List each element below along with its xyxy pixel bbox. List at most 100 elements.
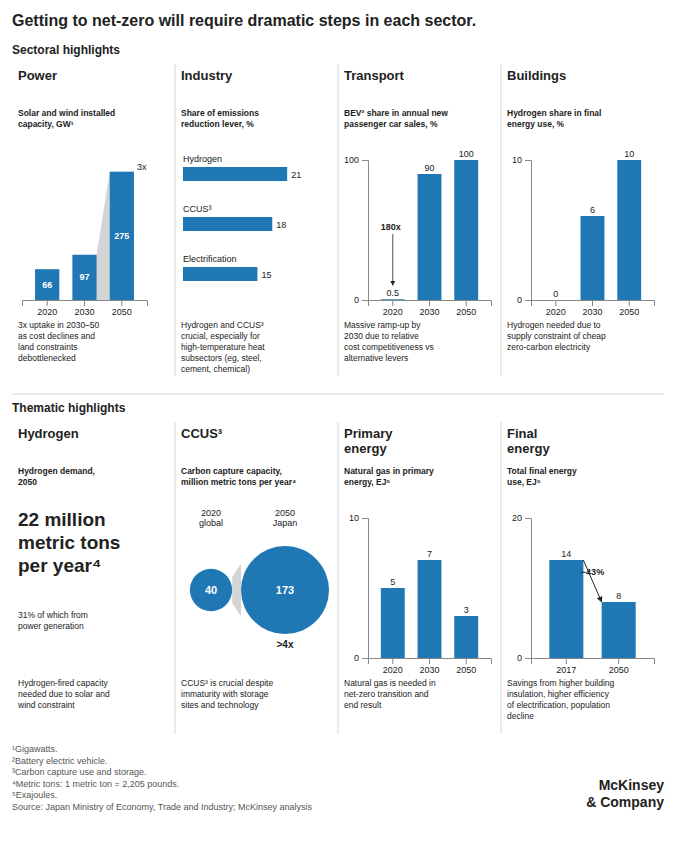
text-line: Getting to net-zero will require dramati… (12, 12, 476, 29)
text-line: Industry (181, 68, 233, 83)
divider (501, 64, 502, 376)
tick-label: 2020 (546, 307, 566, 317)
tick: 20 (512, 513, 531, 523)
panel-note: Hydrogen needed due tosupply constraint … (507, 320, 606, 352)
bubble (190, 569, 232, 611)
funnel (97, 172, 110, 300)
text-line: energy (507, 441, 550, 456)
text-line: Solar and wind installed (18, 108, 115, 118)
axis-line (369, 659, 492, 665)
data-label: 0 (553, 289, 558, 299)
panel-note: Savings from higher buildinginsulation, … (507, 678, 615, 721)
panel: BuildingsHydrogen share in finalenergy u… (507, 68, 655, 352)
tick-label: 0 (517, 653, 522, 663)
bar (183, 167, 287, 181)
tick: 2030 (419, 300, 439, 317)
panel-title: Hydrogen (18, 426, 79, 441)
tick: 0 (354, 653, 368, 663)
annotation: 180x (381, 222, 401, 232)
tick-label: 2020 (383, 307, 403, 317)
text-line: passenger car sales, % (344, 119, 438, 129)
text-line: as cost declines and (18, 331, 95, 341)
data-label: 97 (79, 272, 89, 282)
panel-note: Hydrogen-fired capacityneeded due to sol… (17, 678, 110, 710)
bar (381, 299, 405, 300)
bar (581, 216, 605, 300)
panel-subtitle: Solar and wind installedcapacity, GW¹ (18, 108, 115, 129)
text-line: power generation (18, 621, 84, 631)
text-line: Buildings (507, 68, 566, 83)
data-label: 5 (390, 577, 395, 587)
logo: McKinsey (599, 777, 665, 793)
bar (418, 174, 442, 300)
tick-mark (466, 658, 467, 664)
axis-line (525, 519, 532, 659)
bar (72, 255, 96, 300)
text-line: Carbon capture capacity, (181, 466, 282, 476)
text-line: zero-carbon electricity (507, 342, 591, 352)
text-line: ³Carbon capture use and storage. (12, 767, 147, 777)
logo: & Company (586, 794, 664, 810)
tick: 2017 (556, 658, 576, 675)
tick-label: 20 (512, 513, 522, 523)
tick-label: 10 (512, 155, 522, 165)
tick: 0 (354, 295, 368, 305)
text-line: Power (18, 68, 57, 83)
text-line: Share of emissions (181, 108, 259, 118)
data-label: 275 (114, 231, 129, 241)
bar (183, 267, 257, 281)
text-line: 2030 due to relative (344, 331, 419, 341)
axis-line (369, 301, 492, 307)
tick-mark (555, 300, 556, 306)
text-line: Savings from higher building (507, 678, 615, 688)
big-number: 22 millionmetric tonsper year⁴ (18, 509, 120, 576)
section-label: Sectoral highlights (12, 43, 120, 57)
tick-mark (592, 300, 593, 306)
text-line: 22 million (18, 509, 106, 530)
tick-label: 0 (517, 295, 522, 305)
tick: 10 (349, 513, 368, 523)
tick: 2030 (582, 300, 602, 317)
tick: 2020 (383, 300, 403, 317)
plot (381, 560, 478, 658)
bar (544, 300, 568, 301)
text-line: Natural gas is needed in (344, 678, 436, 688)
axis-line (362, 161, 369, 301)
panel: HydrogenHydrogen demand,205022 millionme… (17, 426, 120, 710)
tick: 2050 (456, 658, 476, 675)
panel-title: Finalenergy (507, 426, 550, 456)
text-line: Total final energy (507, 466, 577, 476)
panel: Power Solar and wind installedcapacity, G… (18, 68, 148, 363)
data-label: 100 (459, 149, 474, 159)
panel-title: Transport (344, 68, 405, 83)
text-line: 2020 (201, 508, 221, 518)
text-line: Transport (344, 68, 405, 83)
funnel (232, 564, 241, 617)
category-label: 2050Japan (273, 508, 298, 528)
tick: 2050 (456, 300, 476, 317)
text-line: Primary (344, 426, 393, 441)
tick-mark (629, 300, 630, 306)
tick: 10 (512, 155, 531, 165)
text-line: 3x uptake in 2030–50 (18, 320, 100, 330)
axis-line (525, 161, 532, 301)
tick-label: 10 (349, 513, 359, 523)
plot (190, 546, 329, 634)
panel-title: Power (18, 68, 57, 83)
data-label: 18 (276, 220, 286, 230)
bar (418, 560, 442, 658)
data-label: 21 (291, 170, 301, 180)
text-line: high-temperature heat (181, 342, 265, 352)
tick-label: 0 (354, 295, 359, 305)
axis: 20172050 (532, 658, 655, 675)
annotation-arrow (392, 234, 393, 285)
tick-label: 2050 (456, 665, 476, 675)
plot (35, 172, 134, 300)
panel-note: CCUS³ is crucial despiteimmaturity with … (181, 678, 273, 710)
divider (338, 64, 339, 376)
plot (549, 560, 635, 658)
tick-label: 2020 (383, 665, 403, 675)
data-label: 8 (616, 591, 621, 601)
panel-note: Natural gas is needed innet-zero transit… (344, 678, 436, 710)
tick: 2050 (619, 300, 639, 317)
